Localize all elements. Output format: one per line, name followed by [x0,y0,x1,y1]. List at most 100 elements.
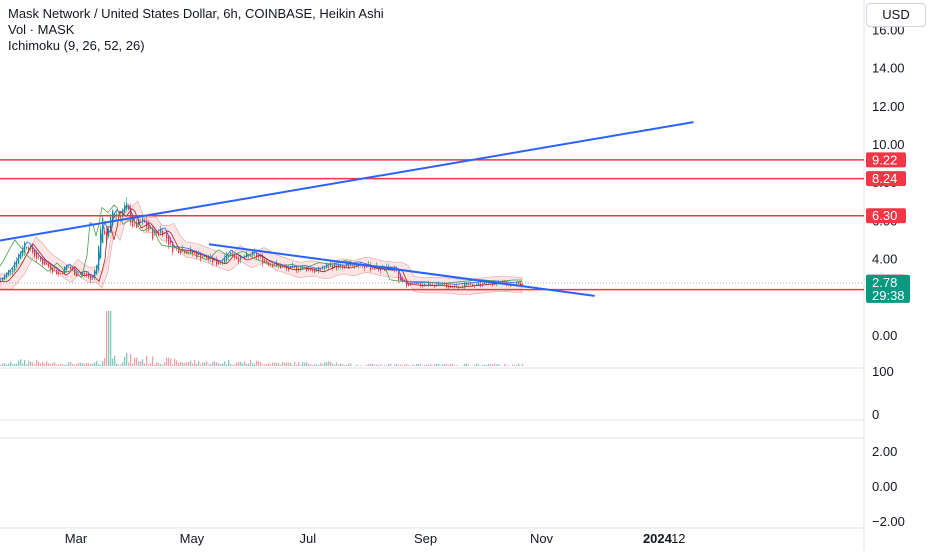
candle-body [70,267,71,269]
volume-bar [14,364,15,366]
volume-bar [410,365,411,366]
volume-bar [368,364,369,366]
candle-body [12,269,13,272]
volume-legend[interactable]: Vol · MASK [8,22,74,37]
candle-body [80,274,81,275]
candle-body [344,266,345,267]
volume-bar [116,364,117,366]
candle-body [336,266,337,269]
volume-bar [168,358,169,367]
volume-bar [268,363,269,366]
volume-bar [12,364,13,366]
volume-bar [232,365,233,366]
volume-bar [330,362,331,366]
volume-bar [60,364,61,366]
candle-body [282,267,283,268]
volume-bar [274,363,275,366]
volume-bar [508,365,509,366]
candle-body [324,267,325,269]
volume-bar [124,357,125,366]
volume-bar [408,365,409,366]
volume-bar [378,365,379,366]
volume-bar [188,362,189,366]
volume-bar [464,364,465,366]
volume-bar [130,354,131,366]
volume-bar [312,365,313,366]
candle-body [60,273,61,274]
volume-bar [8,364,9,366]
volume-tick-label: 0 [872,407,879,422]
price-tick-label: 12.00 [872,99,905,114]
volume-bar [418,364,419,366]
volume-bar [50,364,51,366]
volume-bar [90,364,91,366]
volume-bar [482,365,483,366]
volume-bar [248,363,249,366]
candle-body [230,252,231,256]
time-tick-label: Nov [530,531,554,546]
volume-bar [92,364,93,367]
volume-bar [48,363,49,366]
volume-bar [154,365,155,367]
volume-bar [16,364,17,366]
candle-body [180,250,181,253]
volume-bar [30,362,31,366]
volume-bar [280,365,281,367]
volume-bar [218,363,219,366]
volume-bar [162,365,163,366]
time-tick-label: 12 [671,531,685,546]
volume-bar [404,365,405,366]
volume-bar [302,362,303,366]
volume-bar [148,364,149,366]
ichimoku-legend[interactable]: Ichimoku (9, 26, 52, 26) [8,38,145,53]
candle-body [372,268,373,269]
volume-bar [340,364,341,367]
volume-bar [420,364,421,366]
volume-bar [476,364,477,366]
volume-bar [242,363,243,366]
volume-bar [166,358,167,366]
volume-bar [86,363,87,366]
volume-bar [336,362,337,366]
candle-body [236,257,237,260]
volume-bar [122,362,123,366]
volume-bar [100,365,101,366]
candle-body [310,269,311,271]
volume-bar [176,360,177,366]
volume-bar [170,359,171,366]
volume-bar [372,364,373,366]
volume-bar [146,356,147,366]
candle-body [166,233,167,239]
volume-bars [0,311,523,366]
volume-bar [468,365,469,366]
chart-title[interactable]: Mask Network / United States Dollar, 6h,… [8,6,384,21]
volume-bar [220,364,221,366]
volume-bar [114,356,115,366]
volume-bar [52,363,53,366]
volume-bar [150,363,151,366]
candle-body [26,247,27,248]
candle-body [46,263,47,264]
volume-bar [56,365,57,366]
volume-bar [516,365,517,366]
volume-bar [68,362,69,366]
candle-body [352,265,353,267]
currency-button[interactable]: USD [866,3,926,27]
candle-body [62,273,63,274]
candle-body [34,250,35,256]
volume-bar [4,363,5,366]
candle-body [56,270,57,275]
price-tick-label: 4.00 [872,252,897,267]
volume-bar [438,364,439,366]
volume-bar [36,360,37,366]
candle-body [104,231,105,234]
volume-bar [84,364,85,366]
volume-bar [182,363,183,366]
volume-bar [370,364,371,366]
candle-body [440,284,441,285]
volume-bar [346,365,347,366]
candle-body [238,258,239,262]
candle-body [484,282,485,284]
